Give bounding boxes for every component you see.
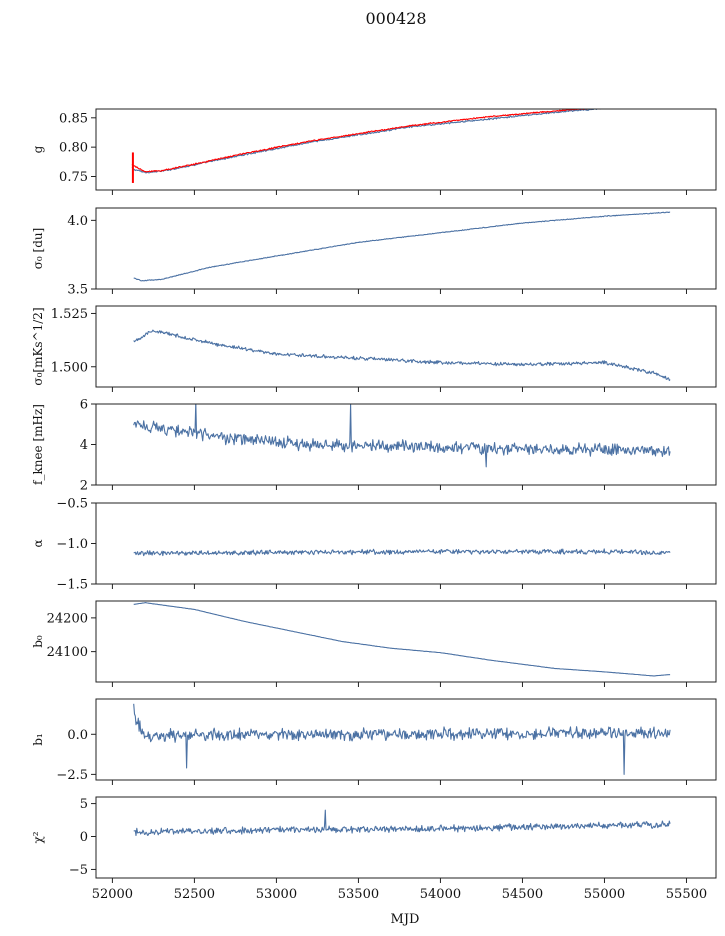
axes-frame <box>95 207 717 290</box>
axes-frame <box>95 305 717 388</box>
y-tick-label: 0.75 <box>59 170 88 185</box>
series-line-3-1 <box>133 329 671 382</box>
y-tick-label: −0.5 <box>56 497 88 512</box>
series-line-6-1 <box>133 602 671 677</box>
panel-5: −1.5 −1.0 −0.5 α <box>31 497 717 593</box>
y-tick-label: −2.5 <box>56 768 88 783</box>
y-tick-label: 4.0 <box>67 214 88 229</box>
x-tick-label: 55000 <box>584 887 625 902</box>
panel-7: −2.5 0.0 b₁ <box>31 698 717 785</box>
y-axis-label: b₀ <box>31 635 45 648</box>
y-axis-label: σ₀[mKs^1/2] <box>31 307 45 385</box>
y-tick-label: 24200 <box>47 611 88 626</box>
x-tick-label: 52500 <box>174 887 215 902</box>
y-axis-label: χ² <box>31 831 45 843</box>
axes-frame <box>95 600 717 683</box>
y-tick-label: 1.500 <box>51 360 88 375</box>
axes-frame <box>95 502 717 585</box>
y-tick-label: 6 <box>80 398 88 413</box>
y-tick-label: 3.5 <box>67 283 88 298</box>
x-tick-label: 53500 <box>338 887 379 902</box>
panel-4: 2 4 6 f_knee [mHz] <box>31 398 717 494</box>
y-axis-label: g <box>31 145 45 153</box>
y-axis-label: f_knee [mHz] <box>31 404 45 485</box>
series-line-7-1 <box>133 703 671 775</box>
series-line-1-1 <box>131 109 617 174</box>
series-line-2-1 <box>133 211 671 282</box>
x-tick-label: 52000 <box>92 887 133 902</box>
y-tick-label: 4 <box>80 438 88 453</box>
axes-frame <box>95 698 717 781</box>
panel-2: 3.5 4.0 σ₀ [du] <box>31 207 717 298</box>
x-axis-label: MJD <box>391 912 420 927</box>
series-line-5-1 <box>133 548 671 557</box>
y-tick-label: 0 <box>80 830 88 845</box>
x-tick-label: 55500 <box>666 887 707 902</box>
y-axis-label: σ₀ [du] <box>31 228 45 270</box>
y-axis-label: b₁ <box>31 733 45 746</box>
panel-8: −5 0 5 52000 52500 53000 53500 54000 54500 55000 5… <box>31 796 717 902</box>
x-tick-label: 54500 <box>502 887 543 902</box>
y-tick-label: 1.525 <box>51 307 88 322</box>
y-tick-label: 0.0 <box>67 728 88 743</box>
series-line-1-2 <box>131 109 600 173</box>
y-tick-label: −5 <box>69 863 88 878</box>
series-line-4-1 <box>133 404 671 468</box>
y-tick-label: 5 <box>80 797 88 812</box>
y-tick-label: 2 <box>80 479 88 494</box>
y-axis-label: α <box>31 539 45 547</box>
series-line-8-1 <box>133 809 671 837</box>
figure-title: 000428 <box>365 9 426 28</box>
panel-1: 0.75 0.80 0.85 g <box>31 108 717 195</box>
y-tick-label: −1.0 <box>56 537 88 552</box>
panels-group: 0.75 0.80 0.85 g 3.5 4.0 σ₀ [du] 1.500 1.525 σ₀[m… <box>31 108 717 902</box>
panel-3: 1.500 1.525 σ₀[mKs^1/2] <box>31 305 717 392</box>
y-tick-label: 0.80 <box>59 141 88 156</box>
x-tick-label: 53000 <box>256 887 297 902</box>
axes-frame <box>95 108 717 191</box>
y-tick-label: 0.85 <box>59 111 88 126</box>
x-tick-label: 54000 <box>420 887 461 902</box>
y-tick-label: 24100 <box>47 645 88 660</box>
y-tick-label: −1.5 <box>56 578 88 593</box>
axes-frame <box>95 796 717 879</box>
